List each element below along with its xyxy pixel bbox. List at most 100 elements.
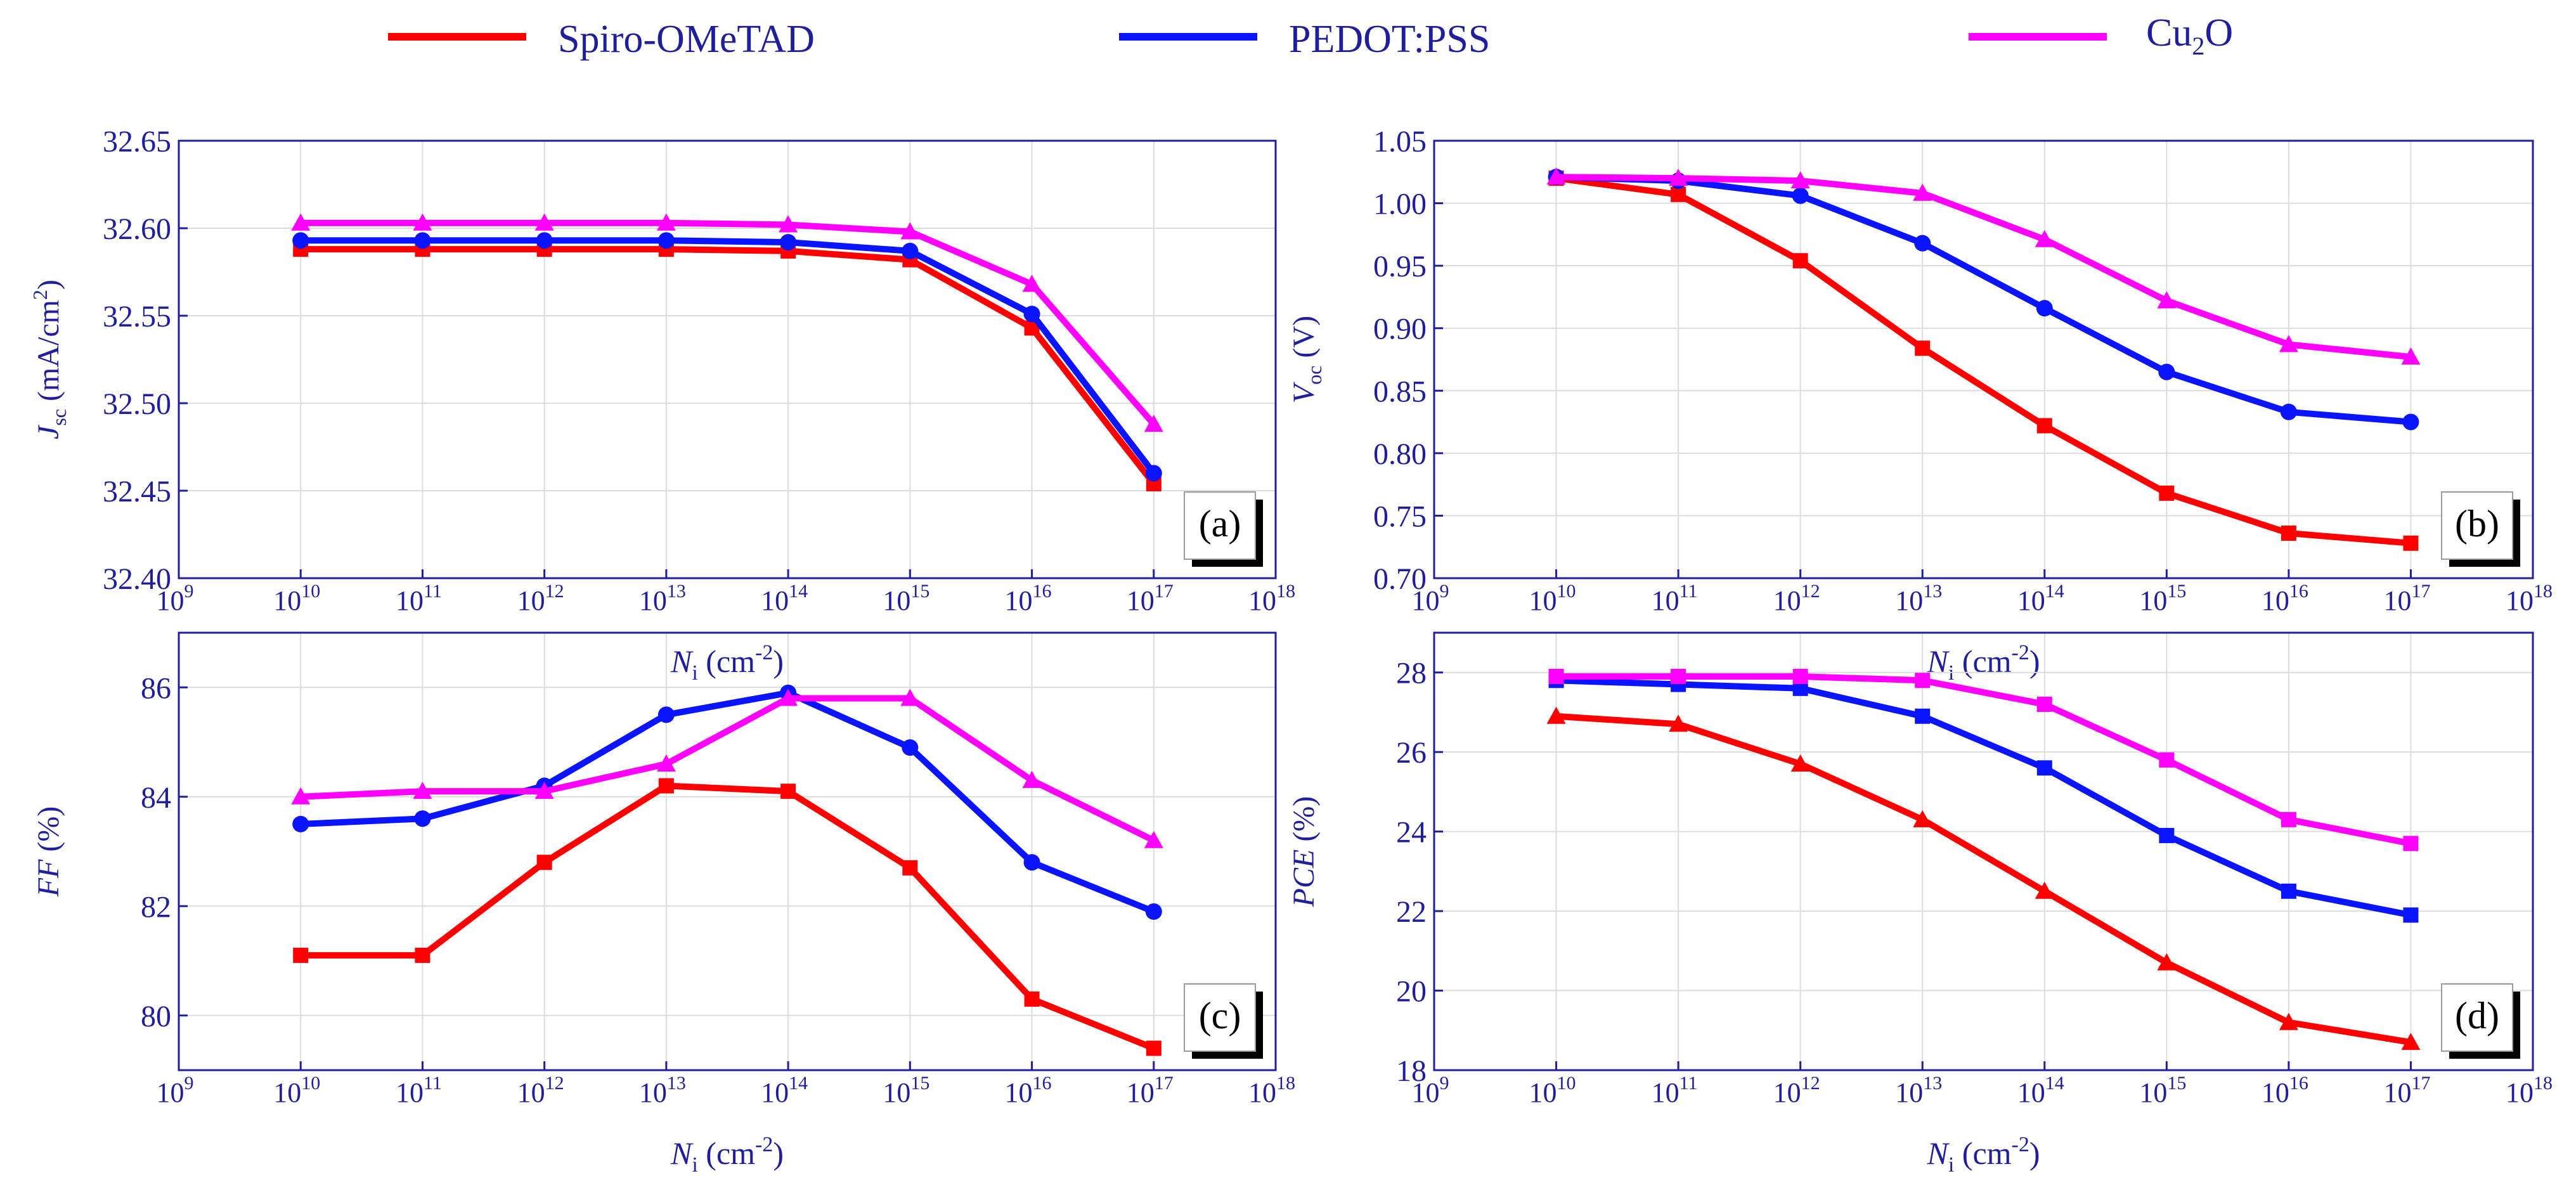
x-tick-exponent: 11 (1680, 1073, 1698, 1094)
x-tick-base: 10 (2017, 1077, 2045, 1108)
data-point-pedot (414, 232, 431, 249)
x-tick-exponent: 13 (667, 1073, 686, 1094)
x-tick-base: 10 (761, 1077, 789, 1108)
series-pedot (1548, 673, 2419, 923)
data-point-cu2o (2036, 696, 2052, 712)
data-point-pedot (1792, 187, 1809, 204)
plot-frame (1433, 139, 2534, 579)
x-tick-label: 1014 (761, 1073, 808, 1108)
data-point-spiro (1146, 1040, 1162, 1056)
x-tick-exponent: 11 (424, 1073, 442, 1094)
x-tick-label: 1013 (639, 581, 686, 616)
data-point-cu2o (2403, 836, 2419, 851)
x-tick-exponent: 18 (1276, 1073, 1295, 1094)
x-tick-base: 10 (517, 1077, 545, 1108)
series-line-pedot (300, 689, 1155, 915)
x-tick-exponent: 9 (1440, 1073, 1449, 1094)
y-tick-label: 84 (141, 781, 171, 815)
data-point-cu2o (1669, 169, 1688, 186)
legend-label-spiro: Spiro-OMeTAD (558, 18, 815, 61)
x-axis-symbol: N (670, 643, 694, 679)
x-tick-label: 1011 (1652, 1073, 1698, 1108)
x-axis-superscript: -2 (755, 1133, 773, 1156)
data-point-spiro (1790, 754, 1810, 772)
data-point-pedot (2158, 363, 2175, 380)
data-point-pedot (2036, 300, 2053, 317)
panel-label-text: (b) (2455, 503, 2499, 545)
x-tick-base: 10 (517, 585, 545, 616)
data-point-cu2o (2281, 811, 2296, 827)
series-spiro (293, 778, 1162, 1056)
x-tick-exponent: 12 (545, 1073, 564, 1094)
data-point-cu2o (2159, 752, 2175, 768)
x-tick-base: 10 (2506, 1077, 2534, 1108)
x-tick-base: 10 (396, 585, 424, 616)
x-tick-label: 1018 (1248, 1073, 1295, 1108)
panel-label-text: (c) (1199, 995, 1241, 1037)
x-tick-exponent: 17 (1155, 1073, 1174, 1094)
x-axis-subscript: i (692, 1153, 697, 1177)
data-point-cu2o (2279, 335, 2298, 352)
data-point-cu2o (413, 782, 432, 799)
x-tick-exponent: 14 (2045, 581, 2064, 602)
x-tick-exponent: 12 (1801, 581, 1820, 602)
x-tick-base: 10 (2262, 1077, 2289, 1108)
x-tick-exponent: 14 (789, 581, 808, 602)
x-tick-exponent: 13 (1923, 581, 1942, 602)
y-axis-close: ) (32, 280, 65, 290)
x-axis-superscript: -2 (2012, 1133, 2029, 1156)
x-tick-label: 1017 (2383, 1073, 2430, 1108)
data-point-spiro (293, 947, 309, 963)
y-tick-label: 86 (141, 671, 171, 705)
x-tick-label: 1016 (1005, 1073, 1052, 1108)
data-point-cu2o (1790, 171, 1810, 189)
y-axis-title: FF (%) (32, 806, 65, 898)
data-point-cu2o (1913, 183, 1932, 201)
data-point-pedot (657, 232, 675, 249)
data-point-pedot (1145, 903, 1162, 920)
data-point-pedot (2402, 413, 2419, 430)
data-point-pedot (1145, 465, 1162, 482)
data-point-cu2o (534, 782, 554, 799)
x-tick-exponent: 11 (424, 581, 442, 602)
data-point-spiro (902, 860, 918, 876)
series-pedot (292, 232, 1162, 482)
x-tick-exponent: 17 (2411, 581, 2430, 602)
x-tick-base: 10 (1529, 585, 1557, 616)
x-axis-symbol: N (1926, 1135, 1950, 1171)
x-axis-subscript: i (692, 661, 697, 685)
data-point-pedot (2280, 403, 2297, 420)
data-point-pedot (1914, 235, 1931, 252)
data-point-cu2o (779, 688, 798, 706)
x-tick-exponent: 16 (2289, 1073, 2308, 1094)
x-tick-base: 10 (639, 1077, 667, 1108)
x-tick-base: 10 (1773, 585, 1801, 616)
x-tick-exponent: 17 (2411, 1073, 2430, 1094)
x-tick-label: 1018 (2506, 1073, 2553, 1108)
y-tick-label: 22 (1396, 895, 1427, 929)
x-tick-exponent: 9 (184, 581, 194, 602)
data-point-pedot (1023, 306, 1040, 323)
x-tick-base: 10 (1412, 585, 1440, 616)
series-line-pedot (1556, 677, 2412, 919)
x-axis-title: Ni (cm-2) (670, 1133, 784, 1177)
legend-label-cu2o: Cu2O (2146, 11, 2233, 60)
x-tick-base: 10 (273, 585, 301, 616)
legend-item-cu2o: Cu2O (1969, 11, 2233, 60)
y-tick-label: 32.65 (103, 125, 171, 158)
series-cu2o (291, 213, 1163, 432)
x-axis-title: Ni (cm-2) (670, 641, 784, 685)
x-tick-base: 10 (639, 585, 667, 616)
x-tick-exponent: 18 (2534, 1073, 2553, 1094)
x-tick-exponent: 12 (1801, 1073, 1820, 1094)
series-spiro (1546, 706, 2421, 1050)
series-line-spiro (1555, 175, 2411, 546)
legend-item-spiro: Spiro-OMeTAD (388, 18, 815, 61)
data-point-pedot (2036, 760, 2052, 776)
data-point-spiro (536, 855, 552, 870)
y-tick-label: 32.55 (103, 300, 171, 333)
data-point-pedot (414, 810, 431, 827)
